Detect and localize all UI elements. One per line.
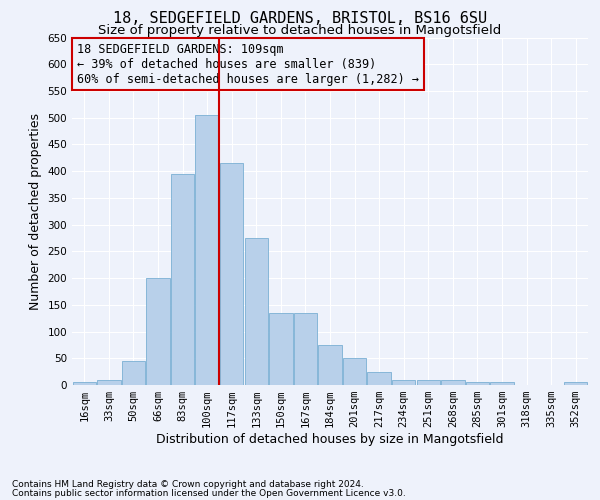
Bar [441,380,464,385]
Bar [416,380,440,385]
Bar [294,313,317,385]
Bar [146,278,170,385]
Bar [245,238,268,385]
Bar [367,372,391,385]
Bar [564,382,587,385]
Text: Contains public sector information licensed under the Open Government Licence v3: Contains public sector information licen… [12,489,406,498]
Text: Size of property relative to detached houses in Mangotsfield: Size of property relative to detached ho… [98,24,502,37]
Text: 18 SEDGEFIELD GARDENS: 109sqm
← 39% of detached houses are smaller (839)
60% of : 18 SEDGEFIELD GARDENS: 109sqm ← 39% of d… [77,42,419,86]
Bar [73,382,96,385]
Text: 18, SEDGEFIELD GARDENS, BRISTOL, BS16 6SU: 18, SEDGEFIELD GARDENS, BRISTOL, BS16 6S… [113,11,487,26]
Bar [122,361,145,385]
Bar [319,345,341,385]
X-axis label: Distribution of detached houses by size in Mangotsfield: Distribution of detached houses by size … [156,433,504,446]
Bar [97,380,121,385]
Bar [466,382,489,385]
Text: Contains HM Land Registry data © Crown copyright and database right 2024.: Contains HM Land Registry data © Crown c… [12,480,364,489]
Bar [220,163,244,385]
Y-axis label: Number of detached properties: Number of detached properties [29,113,42,310]
Bar [392,380,415,385]
Bar [269,313,293,385]
Bar [343,358,366,385]
Bar [490,382,514,385]
Bar [171,174,194,385]
Bar [196,115,219,385]
